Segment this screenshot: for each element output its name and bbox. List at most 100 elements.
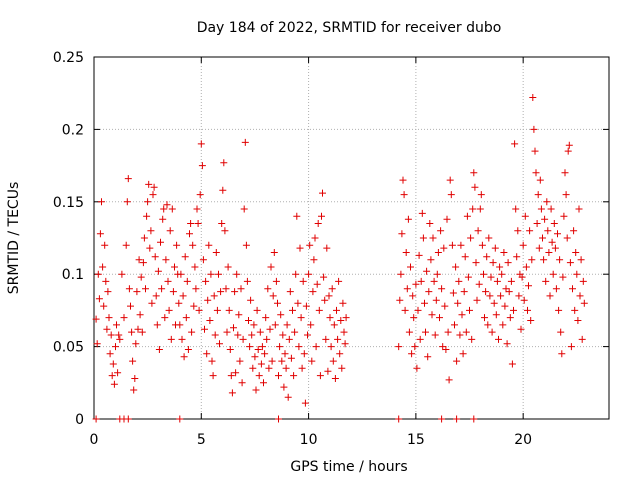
data-point — [231, 288, 239, 296]
data-point — [490, 299, 498, 307]
data-point — [228, 389, 236, 397]
data-point — [517, 325, 525, 333]
y-tick-label: 0 — [75, 412, 84, 428]
data-point — [135, 256, 143, 264]
y-tick-label: 0.1 — [62, 267, 84, 283]
data-point — [167, 335, 175, 343]
data-point — [552, 285, 560, 293]
data-point — [566, 259, 574, 267]
data-point — [429, 234, 437, 242]
data-point — [212, 249, 220, 256]
data-point — [130, 386, 138, 394]
data-point — [579, 277, 587, 285]
data-point — [397, 270, 405, 278]
data-point — [445, 376, 453, 384]
data-point — [525, 282, 532, 290]
data-point — [554, 230, 561, 238]
data-point — [491, 244, 499, 252]
data-point — [423, 267, 431, 275]
data-point — [257, 360, 265, 368]
data-point — [311, 234, 319, 242]
data-point — [181, 253, 189, 261]
grid-lines — [94, 57, 609, 419]
data-point — [493, 277, 501, 285]
data-point — [442, 346, 450, 353]
data-point — [302, 302, 310, 310]
data-point — [327, 343, 335, 351]
y-axis-title: SRMTID / TECUs — [6, 182, 22, 295]
data-point — [256, 328, 264, 336]
data-point — [475, 280, 483, 288]
data-point — [107, 331, 115, 339]
data-point — [416, 335, 424, 343]
data-point — [301, 399, 309, 407]
data-point — [498, 270, 506, 278]
data-point — [483, 253, 491, 261]
data-point — [444, 328, 452, 336]
data-point — [242, 241, 250, 249]
data-point — [428, 311, 436, 319]
data-point — [508, 360, 516, 368]
data-point — [217, 288, 225, 296]
data-point — [282, 364, 290, 372]
data-point — [503, 340, 511, 348]
data-point — [241, 138, 249, 146]
data-point — [421, 299, 428, 307]
data-point — [281, 350, 289, 358]
data-point — [204, 296, 212, 304]
data-point — [453, 357, 461, 365]
data-point — [236, 357, 244, 365]
data-point — [292, 270, 300, 278]
data-point — [149, 191, 157, 199]
data-point — [133, 288, 141, 296]
data-point — [527, 317, 535, 324]
data-point — [95, 295, 103, 303]
data-point — [540, 256, 548, 264]
data-point — [240, 205, 248, 213]
data-point — [192, 285, 200, 293]
data-point — [312, 343, 320, 351]
data-point — [320, 273, 328, 281]
data-point — [518, 273, 526, 281]
data-point — [474, 227, 482, 235]
data-point — [277, 311, 285, 319]
data-point — [418, 209, 426, 217]
data-point — [427, 256, 435, 264]
data-point — [448, 241, 456, 249]
data-point — [485, 234, 493, 242]
data-point — [546, 292, 554, 300]
data-point — [457, 241, 465, 249]
data-point — [404, 215, 412, 223]
data-point — [254, 346, 262, 353]
data-point — [424, 353, 432, 361]
data-point — [142, 285, 149, 293]
data-point — [487, 273, 495, 281]
data-point — [313, 280, 321, 288]
data-point — [318, 212, 325, 220]
data-point — [146, 244, 154, 252]
data-point — [230, 324, 237, 332]
data-point — [168, 205, 176, 213]
data-point — [198, 162, 206, 170]
data-point — [536, 176, 544, 184]
data-point — [224, 263, 232, 271]
data-point — [145, 180, 153, 188]
data-point — [148, 299, 156, 307]
data-point — [534, 191, 542, 199]
data-point — [342, 314, 350, 322]
data-point — [208, 357, 216, 365]
data-point — [295, 343, 303, 351]
data-point — [144, 198, 152, 206]
data-point — [276, 343, 284, 351]
data-point — [531, 147, 539, 155]
data-point — [550, 220, 558, 227]
data-point — [116, 335, 124, 343]
data-point — [571, 306, 579, 314]
data-point — [275, 372, 282, 380]
data-point — [537, 205, 545, 213]
data-point — [482, 288, 490, 296]
data-point — [510, 306, 517, 314]
data-point — [211, 331, 219, 339]
data-point — [182, 314, 190, 322]
data-point — [159, 215, 167, 223]
